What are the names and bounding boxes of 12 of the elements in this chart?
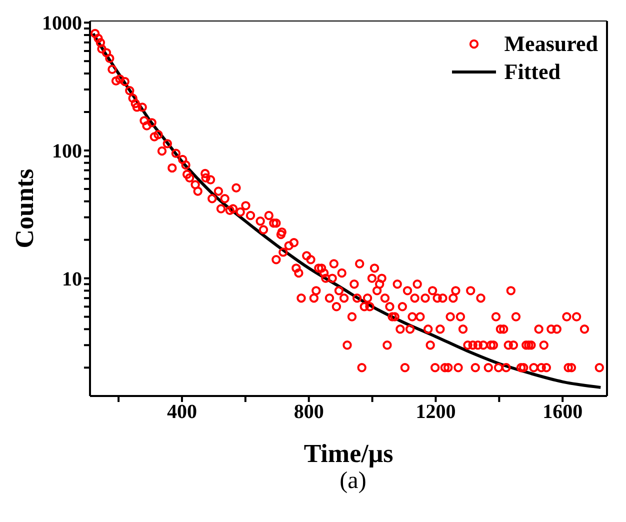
legend-label: Measured: [504, 30, 598, 58]
y-tick-label: 100: [52, 140, 82, 163]
x-tick-label: 400: [166, 401, 197, 424]
x-tick-label: 800: [294, 401, 324, 424]
x-tick-label: 1200: [416, 401, 456, 424]
y-axis-title: Counts: [10, 168, 40, 248]
x-axis-title: Time/μs: [304, 439, 394, 468]
text: (a): [338, 468, 368, 495]
y-tick-label: 10: [62, 268, 82, 290]
legend-label: Fitted: [504, 58, 560, 86]
y-tick-label: 1000: [42, 12, 82, 35]
x-tick-label: 1600: [542, 401, 583, 424]
